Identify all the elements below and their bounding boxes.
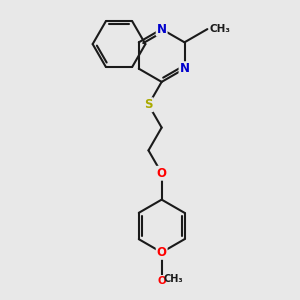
Text: O: O [157,276,166,286]
Text: N: N [179,62,190,75]
Text: O: O [157,246,167,259]
Text: N: N [157,22,167,36]
Text: CH₃: CH₃ [209,24,230,34]
Text: S: S [144,98,153,111]
Text: CH₃: CH₃ [164,274,183,284]
Text: O: O [157,167,167,180]
